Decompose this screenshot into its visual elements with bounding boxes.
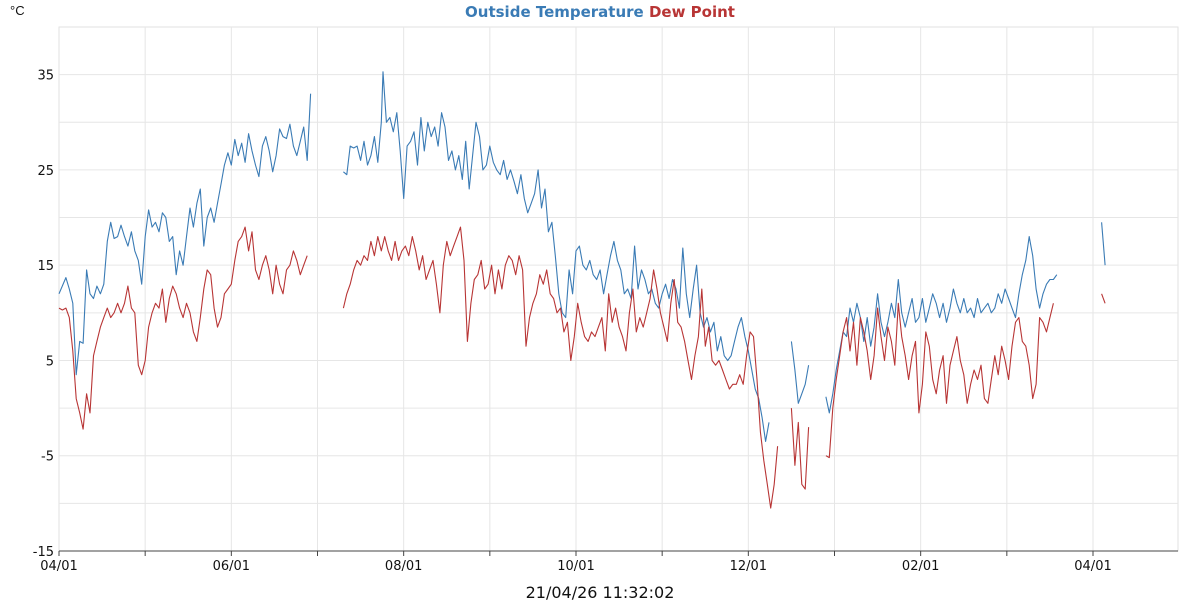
- y-tick-label: 5: [46, 354, 54, 369]
- y-tick-label: -5: [41, 450, 54, 465]
- x-tick-label: 04/01: [40, 559, 77, 574]
- y-tick-label: 15: [37, 259, 54, 274]
- series-line-segment: [1101, 222, 1106, 266]
- legend: Outside Temperature Dew Point: [0, 3, 1200, 21]
- series-line-segment: [343, 71, 770, 442]
- x-tick-label: 02/01: [902, 559, 939, 574]
- series-line-segment: [342, 226, 779, 509]
- x-tick-label: 12/01: [730, 559, 767, 574]
- series-line-segment: [58, 93, 312, 376]
- x-tick-label: 10/01: [557, 559, 594, 574]
- series-line-segment: [58, 226, 308, 430]
- y-axis-unit-label: °C: [10, 3, 25, 18]
- y-tick-label: -15: [33, 545, 54, 560]
- legend-outside-temperature: Outside Temperature: [465, 3, 644, 21]
- series-line-segment: [1101, 293, 1106, 304]
- y-tick-label: 25: [37, 164, 54, 179]
- grid: [58, 26, 1179, 552]
- series-line-segment: [790, 408, 810, 490]
- x-tick-label: 04/01: [1074, 559, 1111, 574]
- x-tick-label: 08/01: [385, 559, 422, 574]
- plot-area: [58, 26, 1179, 552]
- series-lines: [58, 71, 1106, 509]
- series-line-segment: [825, 236, 1058, 414]
- x-tick-label: 06/01: [213, 559, 250, 574]
- series-line-segment: [790, 341, 810, 404]
- y-tick-label: 35: [37, 69, 54, 84]
- x-axis: 04/01 06/01 08/01 10/01 12/01 02/01 04/01: [40, 550, 1178, 574]
- legend-dew-point: Dew Point: [648, 3, 735, 21]
- timestamp: 21/04/26 11:32:02: [525, 583, 675, 602]
- series-line-segment: [825, 302, 1054, 459]
- series-dew-point: [58, 226, 1106, 509]
- y-axis: 35 25 15 5 -5 -15: [33, 69, 54, 560]
